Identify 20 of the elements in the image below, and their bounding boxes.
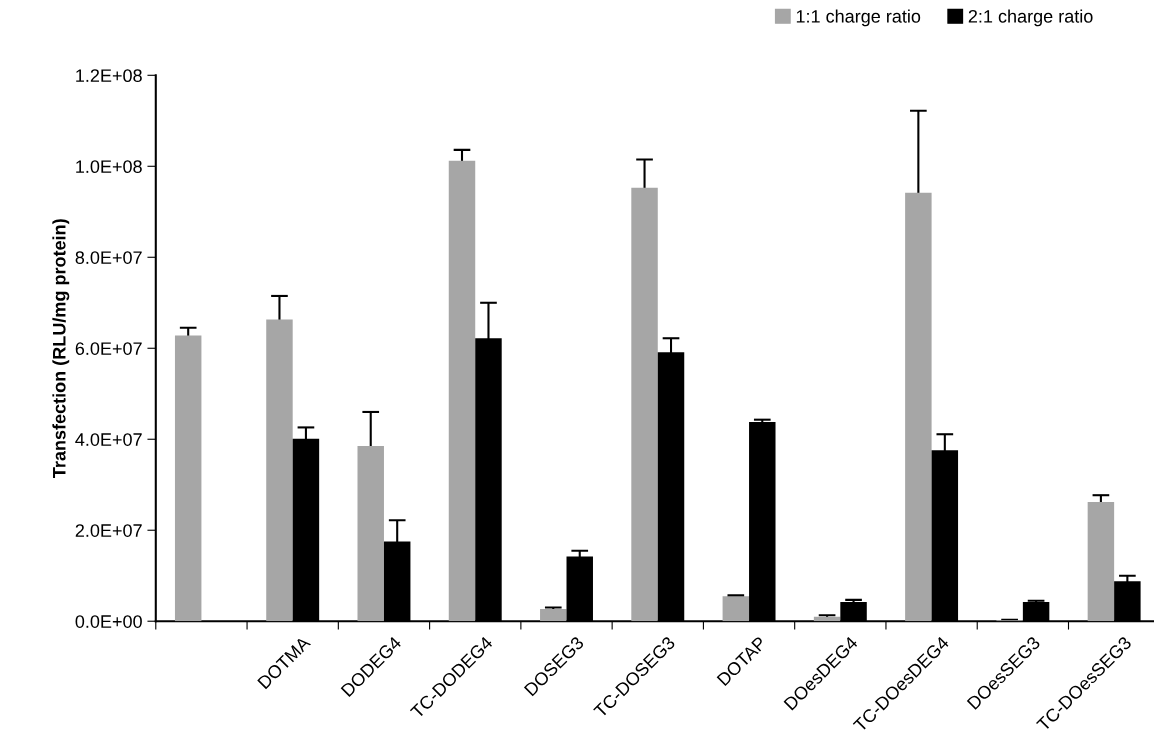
bar	[357, 446, 384, 622]
bar	[174, 335, 202, 622]
bar	[1087, 502, 1115, 622]
legend-label: 2:1 charge ratio	[968, 9, 1093, 27]
bar	[266, 319, 293, 622]
bar	[448, 160, 476, 622]
bar	[631, 187, 658, 622]
y-axis-title: Transfection (RLU/mg protein)	[52, 219, 70, 478]
y-tick-label: 2.0E+07	[75, 524, 142, 537]
y-tick-label: 6.0E+07	[75, 342, 142, 355]
y-tick-label: 4.0E+07	[75, 433, 142, 446]
y-tick-label: 1.0E+08	[76, 160, 142, 174]
y-tick-label: 0.0E+00	[75, 615, 142, 628]
bar	[540, 608, 567, 622]
y-tick-label: 1.2E+08	[76, 69, 142, 83]
bar	[813, 616, 841, 622]
legend-label: 1:1 charge ratio	[796, 9, 921, 27]
bar	[905, 192, 932, 622]
bar	[722, 596, 750, 622]
y-tick-label: 8.0E+07	[75, 251, 142, 264]
